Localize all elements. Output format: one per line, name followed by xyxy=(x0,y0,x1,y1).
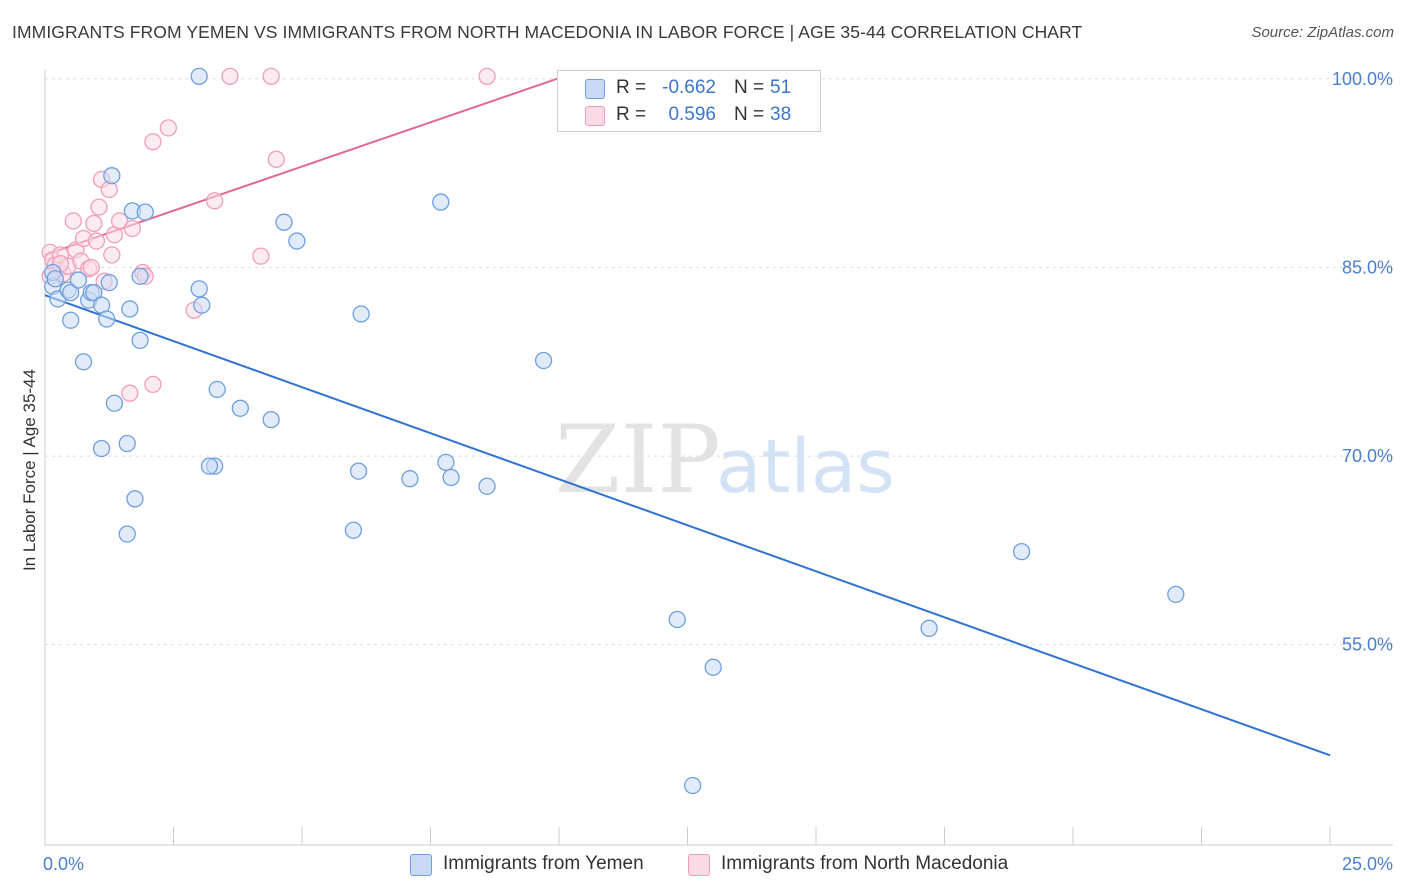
grid-lines xyxy=(45,78,1393,646)
correlation-legend: R = -0.662 N = 51 R = 0.596 N = 38 xyxy=(557,70,821,132)
legend-n-label: N = xyxy=(734,104,765,125)
point-north-macedonia xyxy=(121,384,139,402)
point-north-macedonia xyxy=(87,232,106,250)
point-yemen xyxy=(190,67,208,85)
point-yemen xyxy=(534,351,553,370)
point-yemen xyxy=(100,273,118,292)
point-yemen xyxy=(200,457,219,475)
point-yemen xyxy=(208,380,226,399)
y-tick-label: 55.0% xyxy=(1342,635,1393,655)
chart-title: IMMIGRANTS FROM YEMEN VS IMMIGRANTS FROM… xyxy=(12,22,1083,42)
point-yemen xyxy=(105,394,124,412)
tick-labels: 55.0% 70.0% 85.0% 100.0% 0.0% 25.0% xyxy=(43,69,1393,874)
axes xyxy=(44,70,1393,846)
point-yemen xyxy=(683,776,702,795)
point-yemen xyxy=(85,283,103,302)
y-axis-label: In Labor Force | Age 35-44 xyxy=(20,369,39,571)
point-yemen xyxy=(98,310,116,328)
point-north-macedonia xyxy=(103,246,121,264)
point-yemen xyxy=(437,453,455,472)
point-yemen xyxy=(442,468,460,487)
legend-r-value: -0.662 xyxy=(662,77,716,98)
point-yemen xyxy=(478,477,496,495)
point-yemen xyxy=(668,610,686,629)
legend-label-north-macedonia: Immigrants from North Macedonia xyxy=(721,853,1009,874)
data-points xyxy=(41,67,1185,795)
point-north-macedonia xyxy=(64,212,82,230)
point-yemen xyxy=(704,658,722,676)
point-yemen xyxy=(432,193,450,211)
point-yemen xyxy=(190,280,208,298)
point-north-macedonia xyxy=(85,214,103,233)
point-north-macedonia xyxy=(221,67,239,85)
point-yemen xyxy=(344,521,363,539)
legend-r-label: R = xyxy=(616,104,647,125)
legend-swatch-north-macedonia xyxy=(688,854,710,876)
watermark-zip: ZIP xyxy=(555,406,721,515)
source-credit: Source: ZipAtlas.com xyxy=(1251,24,1394,41)
point-yemen xyxy=(92,439,111,458)
x-tick-label: 0.0% xyxy=(43,854,84,874)
point-north-macedonia xyxy=(252,247,270,265)
point-yemen xyxy=(62,311,80,329)
point-yemen xyxy=(275,213,293,231)
point-north-macedonia xyxy=(144,133,162,151)
legend-swatch-yemen xyxy=(410,854,432,876)
point-north-macedonia xyxy=(144,375,162,394)
point-north-macedonia xyxy=(90,198,108,216)
point-north-macedonia xyxy=(205,192,224,210)
point-yemen xyxy=(1012,542,1031,561)
point-yemen xyxy=(193,296,211,314)
point-yemen xyxy=(103,167,121,185)
point-north-macedonia xyxy=(123,219,142,238)
point-yemen xyxy=(136,203,154,221)
point-yemen xyxy=(126,490,144,508)
legend-r-label: R = xyxy=(616,77,647,98)
legend-swatch-yemen xyxy=(585,79,605,99)
trend-line-yemen xyxy=(44,294,1331,757)
point-north-macedonia xyxy=(82,258,100,277)
point-yemen xyxy=(1167,585,1185,604)
point-yemen xyxy=(288,232,306,250)
point-yemen xyxy=(262,410,280,429)
watermark-atlas: atlas xyxy=(716,424,895,510)
legend-swatch-north-macedonia xyxy=(585,106,605,126)
point-north-macedonia xyxy=(110,212,129,230)
point-yemen xyxy=(69,271,88,289)
legend-label-yemen: Immigrants from Yemen xyxy=(443,853,644,874)
point-yemen xyxy=(131,267,149,285)
legend-n-label: N = xyxy=(734,77,765,98)
point-yemen xyxy=(352,305,370,323)
point-yemen xyxy=(401,470,419,488)
y-tick-label: 100.0% xyxy=(1332,69,1393,89)
point-yemen xyxy=(74,353,93,371)
legend-r-value: 0.596 xyxy=(668,104,716,125)
legend-row-north-macedonia: R = 0.596 N = 38 xyxy=(558,102,820,128)
point-north-macedonia xyxy=(478,67,496,85)
point-yemen xyxy=(46,270,64,288)
watermark: ZIP atlas xyxy=(555,406,895,515)
y-tick-label: 70.0% xyxy=(1342,446,1393,466)
legend-n-value: 38 xyxy=(770,104,792,125)
point-north-macedonia xyxy=(262,67,280,85)
point-north-macedonia xyxy=(267,150,285,168)
point-yemen xyxy=(62,283,80,302)
y-tick-label: 85.0% xyxy=(1342,257,1393,277)
point-north-macedonia xyxy=(159,119,178,137)
legend-n-value: 51 xyxy=(770,77,792,98)
x-tick-label: 25.0% xyxy=(1342,854,1393,874)
point-yemen xyxy=(118,434,136,453)
point-yemen xyxy=(121,300,139,318)
point-yemen xyxy=(131,331,149,350)
point-yemen xyxy=(349,462,368,480)
point-yemen xyxy=(920,619,938,637)
point-yemen xyxy=(118,525,136,543)
point-yemen xyxy=(231,399,249,417)
series-legend: Immigrants from Yemen Immigrants from No… xyxy=(0,852,1406,878)
legend-row-yemen: R = -0.662 N = 51 xyxy=(558,75,820,101)
